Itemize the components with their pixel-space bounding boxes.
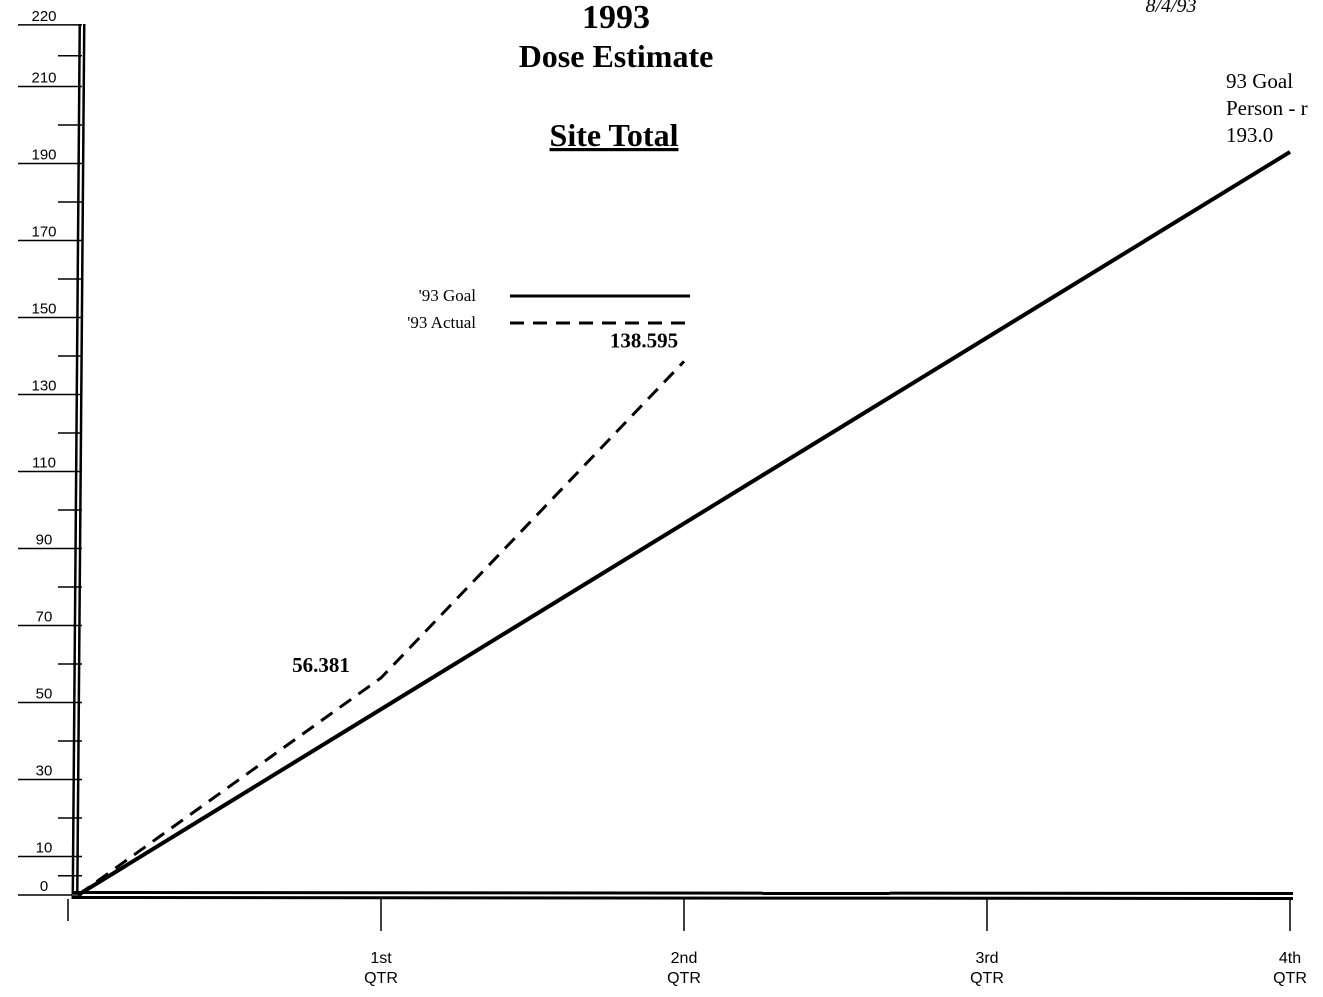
y-tick-label-50: 50 [36,686,53,703]
x-axis-inner [71,894,1294,897]
y-axis-inner [74,23,83,900]
axes [71,23,1294,900]
y-tick-label-210: 210 [31,70,56,87]
x-tick-label-1: 1st QTR [364,950,398,987]
y-tick-label-30: 30 [36,763,53,780]
y-tick-label-110: 110 [32,455,56,472]
chart-subtitle: Dose Estimate [519,38,714,74]
y-tick-label-130: 130 [31,378,56,395]
x-tick-label-3: 3rd QTR [970,950,1004,987]
y-axis-ticks: 220 210 190 170 150 130 110 90 70 50 30 10 0 [18,8,82,896]
y-tick-label-70: 70 [36,609,53,626]
legend: '93 Goal '93 Actual [407,286,690,332]
goal-annotation: 93 Goal Person - r 193.0 [1226,69,1308,147]
x-axis-ticks: 1st QTR 2nd QTR 3rd QTR 4th QTR [67,899,1307,987]
chart-date: 8/4/93 [1145,0,1196,17]
x-tick-label-4: 4th QTR [1273,950,1307,987]
legend-label-0: '93 Goal [419,286,477,305]
x-tick-label-2: 2nd QTR [667,950,701,987]
y-tick-label-190: 190 [31,147,56,164]
annotations: 56.381 138.595 93 Goal Person - r 193.0 [292,69,1308,677]
data-label-1: 138.595 [610,328,678,352]
y-tick-label-220: 220 [31,8,56,25]
y-tick-label-170: 170 [31,224,56,241]
title-group: 1993 Dose Estimate Site Total 8/4/93 [519,0,1197,153]
data-label-0: 56.381 [292,653,350,677]
chart-heading: Site Total [550,117,679,153]
y-tick-label-90: 90 [36,532,53,549]
legend-label-1: '93 Actual [407,313,476,332]
chart-title: 1993 [582,0,650,36]
y-tick-label-10: 10 [36,840,53,857]
series-layer [76,150,1292,897]
y-tick-label-0: 0 [40,878,48,895]
y-tick-label-150: 150 [31,301,56,318]
series-line-goal [76,150,1292,897]
series-line-actual [77,360,686,897]
